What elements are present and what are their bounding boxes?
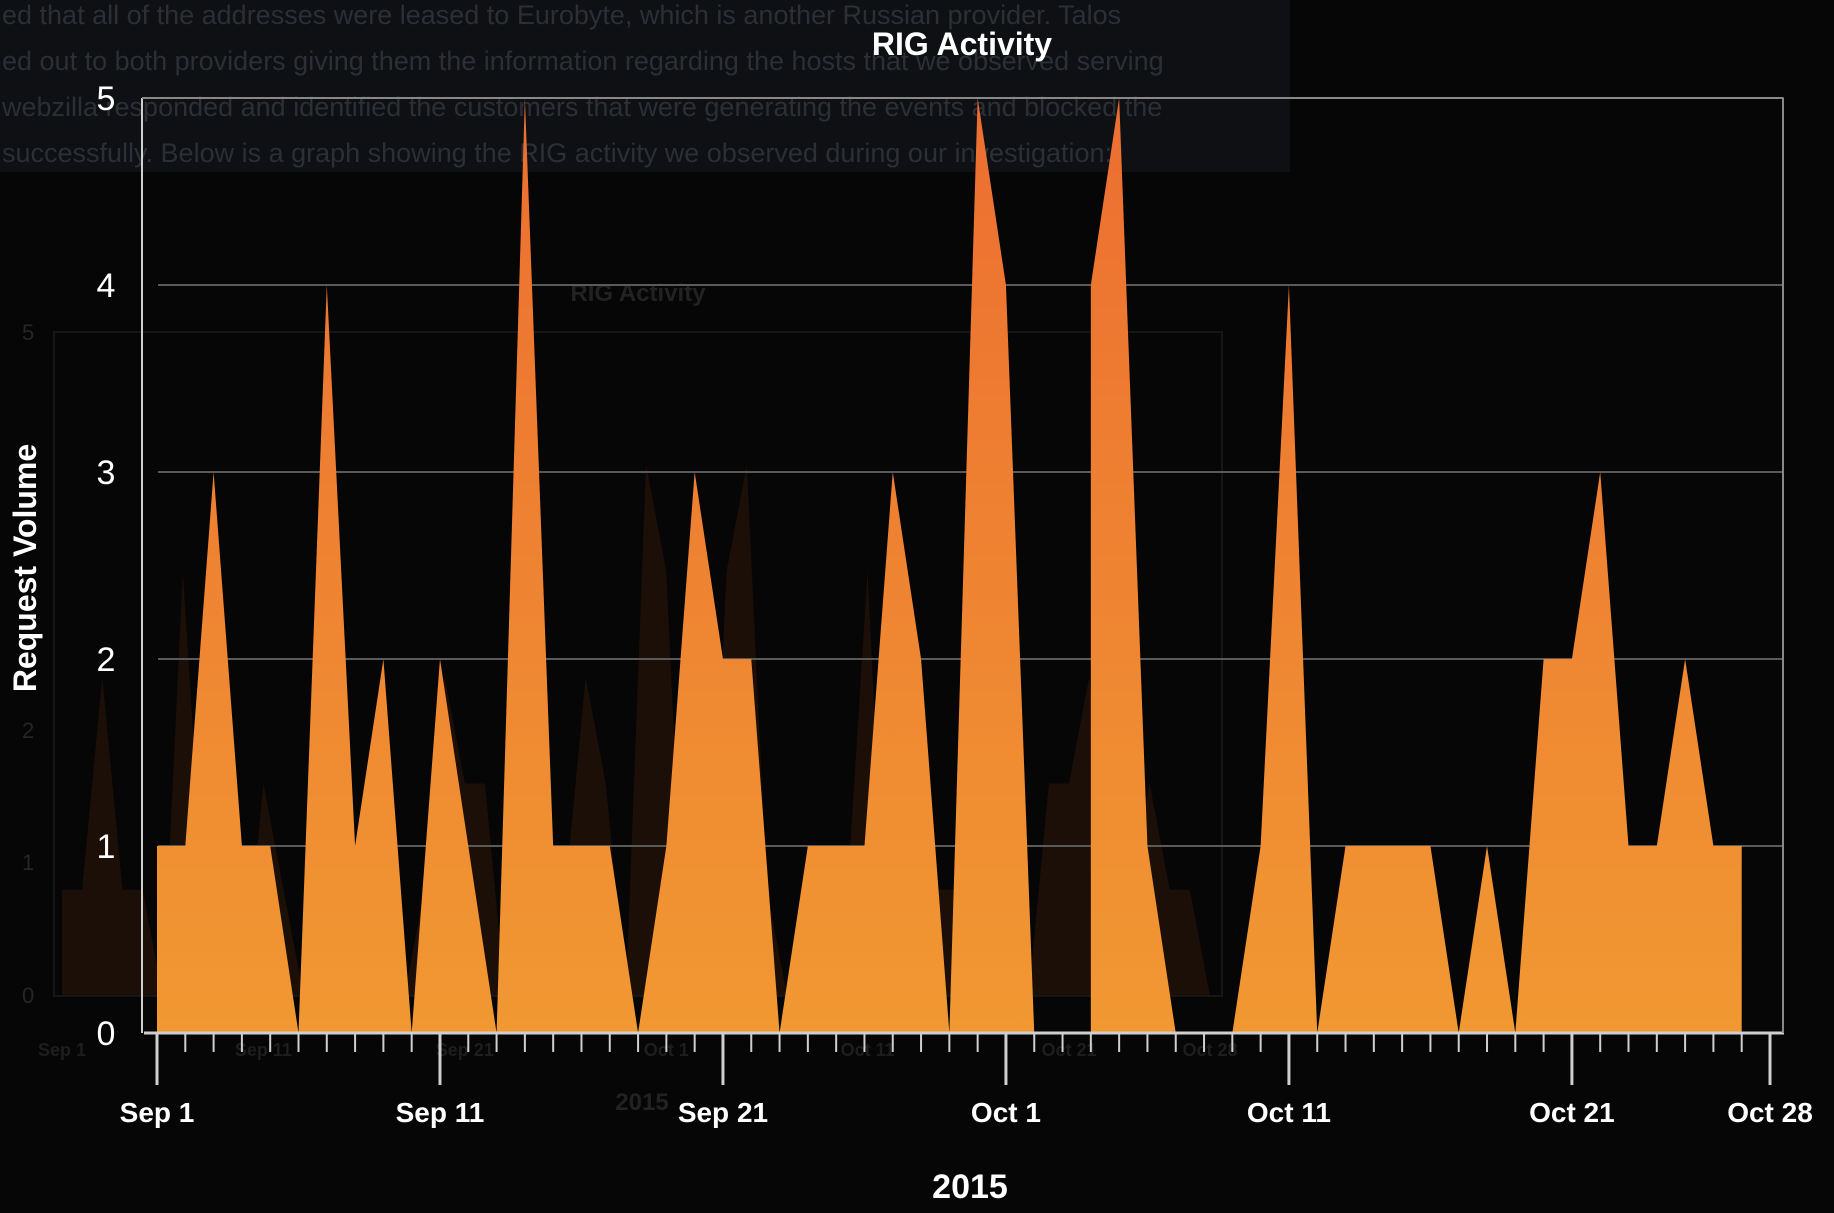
y-axis-label: Request Volume bbox=[7, 444, 43, 692]
x-tick-label: Sep 11 bbox=[396, 1097, 485, 1128]
ghost-x-tick-label: Oct 28 bbox=[1182, 1040, 1237, 1060]
x-axis-label: 2015 bbox=[932, 1168, 1008, 1206]
x-tick-label: Oct 28 bbox=[1727, 1097, 1813, 1128]
bg-text-line: ed out to both providers giving them the… bbox=[2, 46, 1164, 76]
x-tick-label: Oct 11 bbox=[1247, 1097, 1331, 1128]
bg-text-line: webzilla responded and identified the cu… bbox=[1, 92, 1162, 122]
axes bbox=[141, 97, 1784, 1035]
area-fill bbox=[1090, 98, 1742, 1033]
ghost-ytick: 1 bbox=[22, 850, 34, 875]
ghost-plot-border bbox=[53, 331, 1223, 997]
ghost-ytick: 2 bbox=[22, 718, 34, 743]
area-series bbox=[157, 98, 1742, 1033]
y-tick-labels: 0 1 2 3 4 5 bbox=[97, 80, 116, 1053]
x-ticks: Sep 1 Sep 11 Sep 21 Oct 1 Oct 11 Oct 21 Oct 28 bbox=[120, 1033, 1813, 1128]
ghost-xlabel: 2015 bbox=[615, 1089, 668, 1116]
y-tick-label: 0 bbox=[97, 1015, 116, 1053]
y-tick-label: 3 bbox=[97, 454, 116, 492]
ghost-x-tick-label: Sep 11 bbox=[235, 1040, 292, 1060]
x-tick-label: Sep 1 bbox=[120, 1097, 195, 1128]
ghost-ytick: 5 bbox=[22, 320, 34, 345]
ghost-x-tick-label: Sep 1 bbox=[38, 1040, 86, 1060]
ghost-area-fill bbox=[62, 464, 1210, 996]
y-tick-label: 2 bbox=[97, 641, 116, 679]
bg-text-line: ed that all of the addresses were leased… bbox=[2, 0, 1121, 30]
ghost-ytick: 0 bbox=[22, 983, 34, 1008]
x-tick-label: Oct 1 bbox=[971, 1097, 1041, 1128]
ghost-area bbox=[53, 331, 1223, 997]
ghost-xticks: Sep 1 Sep 11 Sep 21 Oct 1 Oct 11 Oct 21 Oct 28 bbox=[38, 1040, 1238, 1060]
ghost-x-tick-label: Oct 21 bbox=[1042, 1040, 1097, 1060]
y-tick-label: 1 bbox=[97, 828, 116, 866]
y-tick-label: 5 bbox=[97, 80, 116, 118]
ghost-x-tick-label: Sep 21 bbox=[436, 1040, 494, 1060]
x-tick-label: Oct 21 bbox=[1529, 1097, 1615, 1128]
x-tick-label: Sep 21 bbox=[678, 1097, 768, 1128]
chart-title: RIG Activity bbox=[872, 26, 1052, 62]
bg-text-line: successfully. Below is a graph showing t… bbox=[2, 138, 1112, 168]
ghost-x-tick-label: Oct 11 bbox=[841, 1040, 895, 1060]
area-fill bbox=[157, 98, 1035, 1033]
y-tick-label: 4 bbox=[97, 267, 116, 305]
bg-text-panel bbox=[0, 0, 1290, 172]
